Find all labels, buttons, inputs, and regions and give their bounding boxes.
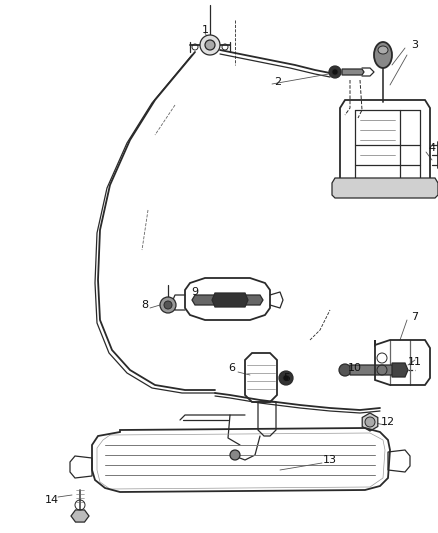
Circle shape [205, 40, 215, 50]
Polygon shape [71, 510, 89, 522]
Polygon shape [332, 178, 438, 198]
Polygon shape [350, 365, 395, 375]
Polygon shape [362, 413, 378, 431]
Text: 1: 1 [201, 25, 208, 35]
Circle shape [279, 371, 293, 385]
Text: 11: 11 [408, 357, 422, 367]
Circle shape [160, 297, 176, 313]
Ellipse shape [378, 46, 388, 54]
Ellipse shape [374, 42, 392, 68]
Text: 5: 5 [283, 373, 290, 383]
Text: 13: 13 [323, 455, 337, 465]
Circle shape [200, 35, 220, 55]
Text: 10: 10 [348, 363, 362, 373]
Text: 14: 14 [45, 495, 59, 505]
Circle shape [164, 301, 172, 309]
Text: 7: 7 [411, 312, 419, 322]
Text: 9: 9 [191, 287, 198, 297]
Circle shape [283, 375, 289, 381]
Polygon shape [192, 295, 263, 305]
Text: 12: 12 [381, 417, 395, 427]
Circle shape [365, 417, 375, 427]
Text: 2: 2 [275, 77, 282, 87]
Circle shape [332, 69, 338, 75]
Polygon shape [212, 293, 248, 307]
Circle shape [329, 66, 341, 78]
Circle shape [339, 364, 351, 376]
Polygon shape [342, 69, 364, 75]
Text: 3: 3 [411, 40, 418, 50]
Polygon shape [392, 363, 408, 377]
Text: 4: 4 [428, 143, 435, 153]
Circle shape [230, 450, 240, 460]
Text: 6: 6 [229, 363, 236, 373]
Text: 8: 8 [141, 300, 148, 310]
